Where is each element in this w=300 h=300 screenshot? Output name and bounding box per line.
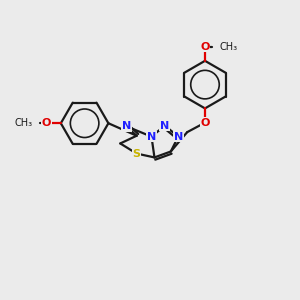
Text: S: S	[133, 148, 141, 159]
Text: CH₃: CH₃	[14, 118, 32, 128]
Text: O: O	[42, 118, 51, 128]
Text: N: N	[147, 132, 156, 142]
Text: N: N	[122, 121, 131, 131]
Text: N: N	[160, 121, 170, 130]
Text: O: O	[200, 42, 210, 52]
Text: CH₃: CH₃	[219, 42, 237, 52]
Text: O: O	[200, 118, 210, 128]
Text: N: N	[174, 132, 183, 142]
